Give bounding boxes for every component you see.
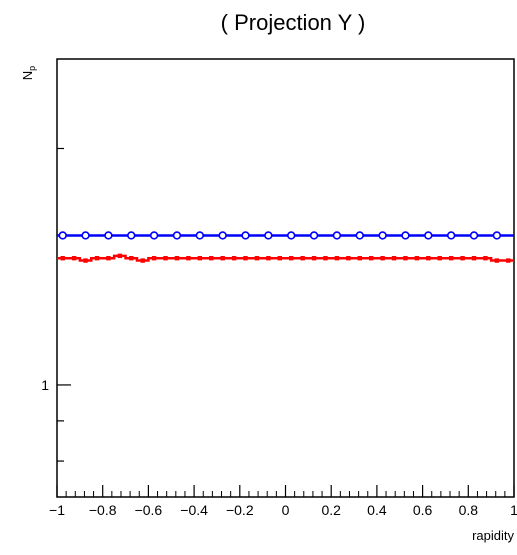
data-point <box>152 256 156 260</box>
data-point <box>335 256 339 260</box>
data-point <box>288 232 295 239</box>
data-point <box>425 232 432 239</box>
data-point <box>95 256 99 260</box>
data-point <box>174 232 181 239</box>
data-point <box>426 256 430 260</box>
data-point <box>495 258 499 262</box>
x-tick-label: −0.4 <box>180 502 208 518</box>
y-axis-label-subscript: p <box>27 66 37 71</box>
data-point <box>506 258 510 262</box>
data-point <box>59 232 66 239</box>
data-point <box>186 256 190 260</box>
series-line <box>57 256 514 261</box>
x-tick-label: −0.6 <box>135 502 163 518</box>
chart-title: ( Projection Y ) <box>221 10 366 35</box>
data-point <box>72 256 76 260</box>
series-2 <box>57 254 514 263</box>
data-point <box>356 232 363 239</box>
y-axis-label-group: Np <box>20 66 37 80</box>
data-point <box>358 256 362 260</box>
data-point <box>323 256 327 260</box>
x-tick-label: 0.6 <box>413 502 433 518</box>
data-point <box>196 232 203 239</box>
data-point <box>83 258 87 262</box>
data-point <box>82 232 89 239</box>
data-point <box>220 256 224 260</box>
x-tick-label: 0.8 <box>459 502 479 518</box>
x-tick-label: −0.2 <box>226 502 254 518</box>
data-point <box>140 258 144 262</box>
x-tick-label: 1 <box>510 502 517 518</box>
data-point <box>232 256 236 260</box>
x-tick-label: −1 <box>49 502 65 518</box>
x-tick-label: 0.4 <box>367 502 387 518</box>
data-point <box>448 232 455 239</box>
data-point <box>438 256 442 260</box>
data-point <box>300 256 304 260</box>
x-tick-label: 0.2 <box>321 502 341 518</box>
data-point <box>163 256 167 260</box>
x-axis-label: rapidity <box>472 528 514 543</box>
series-1 <box>57 232 514 239</box>
data-point <box>265 232 272 239</box>
data-point <box>255 256 259 260</box>
data-point <box>118 254 122 258</box>
data-point <box>198 256 202 260</box>
series-layer <box>57 232 514 263</box>
data-point <box>472 256 476 260</box>
axis-ticks: −1 −0.8 −0.6 −0.4 −0.2 0 0.2 0.4 0.6 0.8 1 1 <box>41 148 517 518</box>
data-point <box>403 256 407 260</box>
data-point <box>346 256 350 260</box>
data-point <box>278 256 282 260</box>
data-point <box>369 256 373 260</box>
data-point <box>219 232 226 239</box>
data-point <box>311 232 318 239</box>
x-tick-label: −0.8 <box>89 502 117 518</box>
data-point <box>289 256 293 260</box>
data-point <box>243 256 247 260</box>
data-point <box>402 232 409 239</box>
data-point <box>105 232 112 239</box>
data-point <box>471 232 478 239</box>
x-tick-label: 0 <box>282 502 290 518</box>
data-point <box>106 256 110 260</box>
data-point <box>312 256 316 260</box>
data-point <box>415 256 419 260</box>
data-point <box>483 256 487 260</box>
data-point <box>380 256 384 260</box>
data-point <box>61 256 65 260</box>
data-point <box>493 232 500 239</box>
y-axis-label: Np <box>20 66 37 80</box>
data-point <box>175 256 179 260</box>
data-point <box>129 256 133 260</box>
data-point <box>266 256 270 260</box>
data-point <box>379 232 386 239</box>
y-axis-label-main: N <box>20 71 35 80</box>
data-point <box>209 256 213 260</box>
data-point <box>151 232 158 239</box>
data-point <box>392 256 396 260</box>
data-point <box>128 232 135 239</box>
plot-frame <box>57 59 514 497</box>
data-point <box>334 232 341 239</box>
data-point <box>460 256 464 260</box>
data-point <box>242 232 249 239</box>
data-point <box>449 256 453 260</box>
y-tick-label: 1 <box>41 377 49 393</box>
